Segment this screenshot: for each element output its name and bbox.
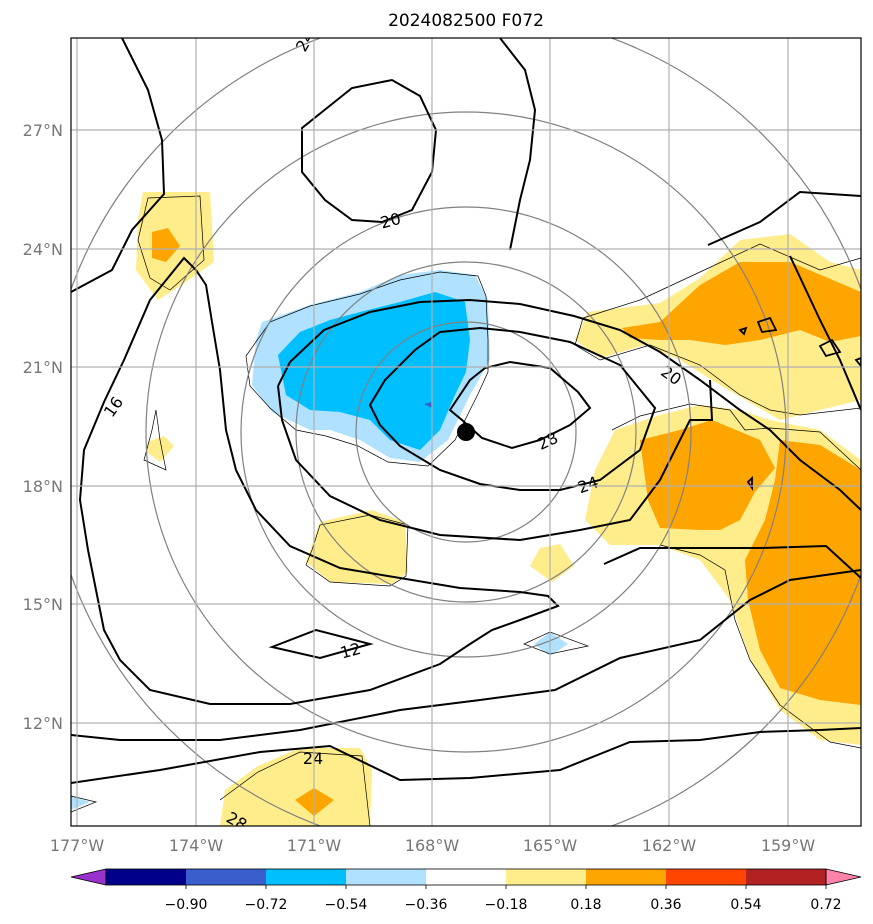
lon-tick-label: 174°W <box>169 836 224 855</box>
lon-tick-label: 165°W <box>523 836 578 855</box>
contour-label-12: 12 <box>338 639 363 663</box>
colorbar-extend-high <box>825 868 862 886</box>
colorbar: −0.90 −0.72 −0.54 −0.36 −0.18 0.18 0.36 0.54 0.7… <box>70 868 862 913</box>
lon-tick-label: 171°W <box>287 836 342 855</box>
lon-tick-label: 168°W <box>405 836 460 855</box>
colorbar-swatch <box>746 869 826 885</box>
lat-tick-label: 24°N <box>23 240 63 259</box>
colorbar-swatch <box>666 869 746 885</box>
lon-tick-label: 177°W <box>50 836 105 855</box>
height-contours <box>71 38 861 784</box>
range-rings <box>71 38 861 826</box>
lat-tick-label: 15°N <box>23 595 63 614</box>
colorbar-tick-label: −0.36 <box>405 897 448 913</box>
colorbar-tick-label: −0.90 <box>165 897 208 913</box>
colorbar-swatch <box>186 869 266 885</box>
lat-tick-label: 12°N <box>23 714 63 733</box>
colorbar-tick-label: −0.72 <box>245 897 288 913</box>
latitude-axis: 27°N 24°N 21°N 18°N 15°N 12°N <box>23 121 63 733</box>
colorbar-swatch <box>506 869 586 885</box>
colorbar-frame <box>105 868 827 886</box>
colorbar-tick-label: 0.54 <box>730 897 761 913</box>
colorbar-tick-label: −0.54 <box>325 897 368 913</box>
colorbar-swatch <box>426 869 506 885</box>
lat-tick-label: 18°N <box>23 477 63 496</box>
lat-tick-label: 21°N <box>23 358 63 377</box>
contour-label-16-west: 16 <box>100 393 127 421</box>
island-outlines <box>738 316 861 491</box>
colorbar-tick-label: 0.72 <box>810 897 841 913</box>
colorbar-tick-label: −0.18 <box>485 897 528 913</box>
storm-center-marker <box>457 423 475 441</box>
strong-negative-anomaly-fill <box>424 402 432 408</box>
contour-label-24-south: 24 <box>303 749 323 768</box>
colorbar-swatch <box>586 869 666 885</box>
colorbar-swatch <box>266 869 346 885</box>
colorbar-tick-label: 0.36 <box>650 897 681 913</box>
contour-label-20-north: 20 <box>378 209 403 233</box>
gridlines <box>71 38 861 826</box>
lon-tick-label: 162°W <box>642 836 697 855</box>
lon-tick-label: 159°W <box>761 836 816 855</box>
map-title: 2024082500 F072 <box>388 11 544 31</box>
colorbar-extend-low <box>70 868 107 886</box>
colorbar-tick-label: 0.18 <box>570 897 601 913</box>
plot-area: 20 16 28 24 20 24 12 24 28 <box>71 38 861 826</box>
colorbar-swatch <box>106 869 186 885</box>
longitude-axis: 177°W 174°W 171°W 168°W 165°W 162°W 159°… <box>50 836 816 855</box>
colorbar-swatch <box>346 869 426 885</box>
lat-tick-label: 27°N <box>23 121 63 140</box>
plot-frame <box>70 37 862 827</box>
